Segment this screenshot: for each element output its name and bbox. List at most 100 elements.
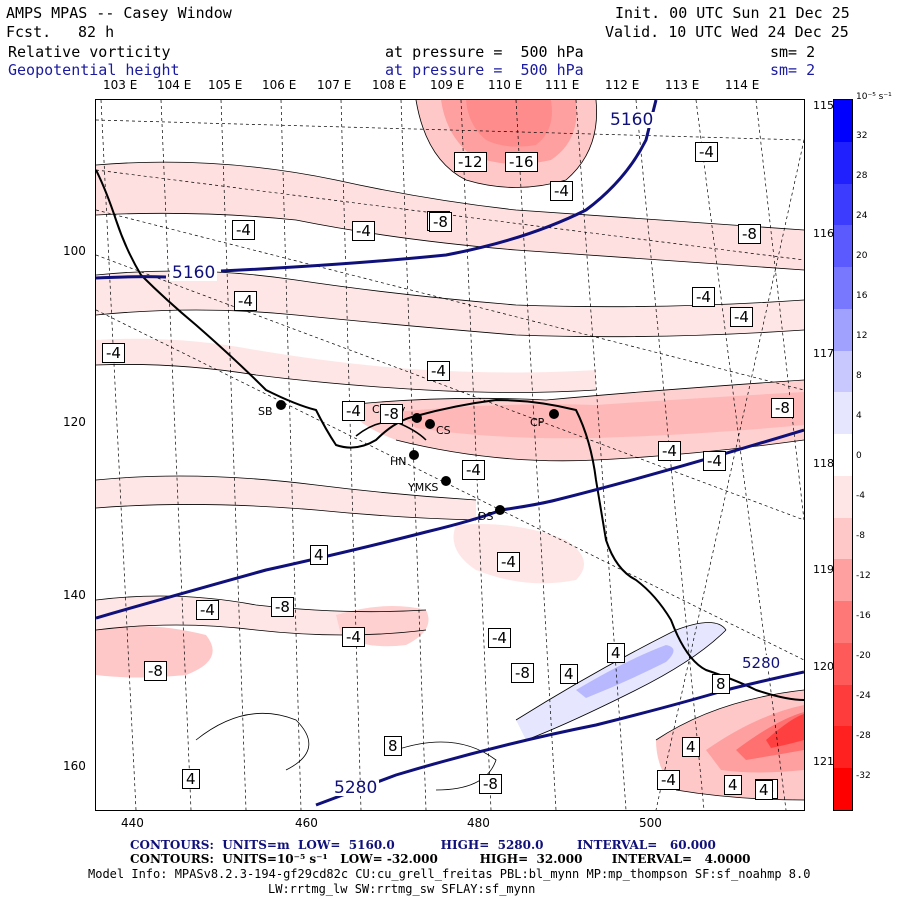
x-tick-label: 480 [467, 816, 490, 830]
top-longitude-label: 103 E [103, 78, 138, 92]
map-svg [96, 100, 804, 810]
height-contour-label: 5280 [332, 778, 380, 798]
vorticity-contour-label: -8 [771, 398, 794, 418]
vorticity-contour-label: -4 [427, 361, 450, 381]
colorbar-label: -24 [856, 691, 871, 701]
station-marker[interactable] [441, 476, 451, 486]
station-label: SB [258, 405, 273, 418]
colorbar-label: -28 [856, 731, 871, 741]
colorbar-swatch [834, 308, 852, 352]
forecast-label: Fcst. [6, 23, 52, 41]
vorticity-contour-label: -12 [454, 152, 487, 172]
vorticity-contour-label: -4 [692, 287, 715, 307]
top-longitude-label: 107 E [317, 78, 352, 92]
colorbar-swatch [834, 768, 852, 811]
height-contour-label: 5280 [740, 654, 783, 672]
vorticity-contour-label: -4 [342, 627, 365, 647]
colorbar-label: 0 [856, 451, 862, 461]
valid-time: Valid. 10 UTC Wed 24 Dec 25 [605, 23, 849, 41]
station-marker[interactable] [412, 413, 422, 423]
init-time: Init. 00 UTC Sun 21 Dec 25 [615, 4, 850, 22]
colorbar-label: -20 [856, 651, 871, 661]
colorbar-swatch [834, 642, 852, 686]
station-label: YMKS [408, 481, 439, 494]
height-contour-label: 5160 [170, 263, 218, 283]
y-tick-label: 160 [63, 759, 86, 773]
vorticity-contour-label: -4 [497, 552, 520, 572]
station-label: CS [436, 424, 451, 437]
colorbar-label: 12 [856, 331, 868, 341]
colorbar-swatch [834, 559, 852, 602]
station-marker[interactable] [495, 505, 505, 515]
vorticity-contour-label: 4 [755, 780, 773, 800]
colorbar-swatch [834, 475, 852, 519]
colorbar-label: -8 [856, 531, 865, 541]
vorticity-contour-label: -4 [196, 600, 219, 620]
colorbar-swatch [834, 267, 852, 310]
vorticity-contour-label: -4 [703, 451, 726, 471]
station-marker[interactable] [425, 419, 435, 429]
top-longitude-label: 108 E [372, 78, 407, 92]
map-plot[interactable] [95, 99, 805, 811]
station-marker[interactable] [276, 400, 286, 410]
footer-model-info-2: LW:rrtmg_lw SW:rrtmg_sw SFLAY:sf_mynn [268, 882, 536, 896]
colorbar-swatch [834, 601, 852, 644]
footer-height-contours: CONTOURS: UNITS=m LOW= 5160.0 HIGH= 5280… [130, 838, 716, 852]
vorticity-contour-label: 4 [560, 664, 578, 684]
vorticity-contour-label: -16 [505, 152, 538, 172]
colorbar-label: 8 [856, 371, 862, 381]
x-tick-label: 440 [121, 816, 144, 830]
vorticity-contour-label: -8 [271, 597, 294, 617]
footer-model-info: Model Info: MPASv8.2.3-194-gf29cd82c CU:… [88, 867, 811, 881]
colorbar-label: 4 [856, 411, 862, 421]
colorbar-swatch [834, 684, 852, 727]
station-label: HN [390, 455, 407, 468]
height-contours [96, 100, 804, 807]
vorticity-contour-label: -4 [550, 181, 573, 201]
colorbar-label: -12 [856, 571, 871, 581]
field1-pressure: at pressure = 500 hPa [385, 43, 584, 61]
colorbar-swatch [834, 183, 852, 226]
vorticity-contour-label: -4 [232, 220, 255, 240]
vorticity-contour-label: 4 [310, 545, 328, 565]
coastline [96, 169, 804, 701]
colorbar-label: 32 [856, 131, 868, 141]
vorticity-contour-label: 8 [384, 736, 402, 756]
colorbar-swatch [834, 350, 852, 393]
top-longitude-label: 112 E [605, 78, 640, 92]
y-tick-label: 120 [63, 415, 86, 429]
field2-pressure: at pressure = 500 hPa [385, 61, 584, 79]
vorticity-contour-label: 4 [182, 769, 200, 789]
map-title: AMPS MPAS -- Casey Window [6, 4, 232, 22]
colorbar-label: 16 [856, 291, 868, 301]
vorticity-contour-label: -4 [657, 770, 680, 790]
vorticity-contour-label: -4 [462, 460, 485, 480]
vorticity-contour-label: -8 [479, 774, 502, 794]
vorticity-contour-label: 4 [724, 775, 742, 795]
height-contour-label: 5160 [608, 110, 656, 130]
colorbar-label: 28 [856, 171, 868, 181]
station-marker[interactable] [549, 409, 559, 419]
x-tick-label: 500 [639, 816, 662, 830]
vorticity-contour-label: -4 [234, 291, 257, 311]
vorticity-contour-label: -8 [380, 404, 403, 424]
top-longitude-label: 104 E [157, 78, 192, 92]
vorticity-contour-label: -4 [695, 142, 718, 162]
field1-name: Relative vorticity [8, 43, 171, 61]
field2-name: Geopotential height [8, 61, 180, 79]
forecast-hours: 82 h [78, 23, 115, 41]
colorbar-unit: 10⁻⁵ s⁻¹ [856, 92, 892, 102]
vorticity-shading [96, 100, 804, 800]
colorbar-label: 20 [856, 251, 868, 261]
top-longitude-label: 105 E [208, 78, 243, 92]
top-longitude-label: 113 E [665, 78, 700, 92]
vorticity-contour-label: 4 [682, 737, 700, 757]
y-tick-label: 140 [63, 588, 86, 602]
vorticity-contour-label: -4 [488, 628, 511, 648]
top-longitude-label: 110 E [488, 78, 523, 92]
colorbar-swatch [834, 726, 852, 769]
station-marker[interactable] [409, 450, 419, 460]
vorticity-contour-label: -4 [352, 221, 375, 241]
vorticity-contour-label: -8 [738, 224, 761, 244]
vorticity-contour-label: -8 [511, 663, 534, 683]
